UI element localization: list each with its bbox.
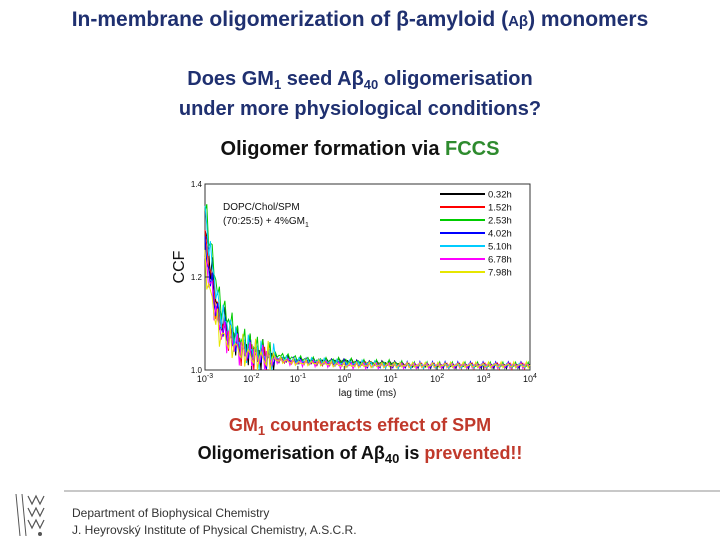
annotation-line2: (70:25:5) + 4%GM1 xyxy=(223,216,309,229)
series-line-6.78h xyxy=(204,257,531,371)
question-text-a: Does GM xyxy=(187,68,274,90)
title-abbrev: Aβ xyxy=(508,13,529,30)
x-axis-label: lag time (ms) xyxy=(339,388,397,399)
y-axis-label: CCF xyxy=(171,250,188,283)
conclusion1-b: counteracts effect of SPM xyxy=(265,415,492,435)
method-line: Oligomer formation via FCCS xyxy=(0,138,720,161)
question-line2: under more physiological conditions? xyxy=(178,98,542,120)
x-tick-label: 100 xyxy=(337,373,351,384)
conclusion2-sub: 40 xyxy=(384,451,400,466)
institute-logo xyxy=(15,493,45,537)
x-tick-label: 104 xyxy=(523,373,537,384)
question-line1: Does GM1 seed Aβ40 oligomerisation xyxy=(0,68,720,91)
axis-layer: 10-3 10-2 10-1 100 101 102 103 104 1.0 1.2 1.4 xyxy=(191,180,537,384)
x-tick-label: 101 xyxy=(384,373,398,384)
conclusion1-a: GM xyxy=(228,415,258,435)
conclusion2-red: prevented!! xyxy=(424,443,523,463)
x-tick-label: 102 xyxy=(430,373,444,384)
y-tick-label: 1.2 xyxy=(191,273,203,282)
legend-label: 4.02h xyxy=(488,229,512,240)
question-text-c: oligomerisation xyxy=(378,68,533,90)
footer-divider xyxy=(64,490,720,492)
x-tick-label: 103 xyxy=(477,373,491,384)
conclusion1-sub: 1 xyxy=(257,423,266,438)
conclusion-line1: GM1 counteracts effect of SPM xyxy=(0,415,720,438)
x-tick-label: 10-3 xyxy=(197,373,213,384)
x-tick-label: 10-2 xyxy=(243,373,259,384)
legend-label: 6.78h xyxy=(488,255,512,266)
title-paren-open: ( xyxy=(495,8,509,31)
conclusion2-a: Oligomerisation of Aβ xyxy=(197,443,385,463)
method-prefix: Oligomer formation via xyxy=(220,138,446,160)
method-highlight: FCCS xyxy=(445,138,500,160)
legend-label: 7.98h xyxy=(488,268,512,279)
legend-label: 1.52h xyxy=(488,203,512,214)
footer-department: Department of Biophysical Chemistry xyxy=(72,506,270,520)
y-tick-label: 1.4 xyxy=(191,180,203,189)
legend-label: 0.32h xyxy=(488,190,512,201)
legend-label: 2.53h xyxy=(488,216,512,227)
legend-label: 5.10h xyxy=(488,242,512,253)
question-sub-40: 40 xyxy=(363,77,379,92)
conclusion-line2: Oligomerisation of Aβ40 is prevented!! xyxy=(0,443,720,466)
annotation-line1: DOPC/Chol/SPM xyxy=(223,202,300,213)
conclusion2-b: is xyxy=(399,443,425,463)
question-text-b: seed Aβ xyxy=(281,68,364,90)
plot-area xyxy=(204,183,531,371)
title-part2: ) monomers xyxy=(528,8,649,31)
y-tick-label: 1.0 xyxy=(191,366,203,375)
chart-annotation: DOPC/Chol/SPM (70:25:5) + 4%GM1 xyxy=(223,202,309,229)
series-layer xyxy=(204,204,531,371)
series-line-7.98h xyxy=(204,249,531,371)
x-tick-label: 10-1 xyxy=(290,373,306,384)
plot-frame xyxy=(204,183,531,371)
question-sub-1: 1 xyxy=(273,77,282,92)
chart-legend: 0.32h 1.52h 2.53h 4.02h 5.10h 6.78h 7.98h xyxy=(440,190,512,279)
fccs-chart: 10-3 10-2 10-1 100 101 102 103 104 1.0 1.2 1.4 CCF… xyxy=(171,180,537,399)
title-part1: In-membrane oligomerization of β-amyloid xyxy=(71,8,496,31)
slide-title: In-membrane oligomerization of β-amyloid… xyxy=(0,8,720,32)
footer-institute: J. Heyrovský Institute of Physical Chemi… xyxy=(72,523,357,537)
